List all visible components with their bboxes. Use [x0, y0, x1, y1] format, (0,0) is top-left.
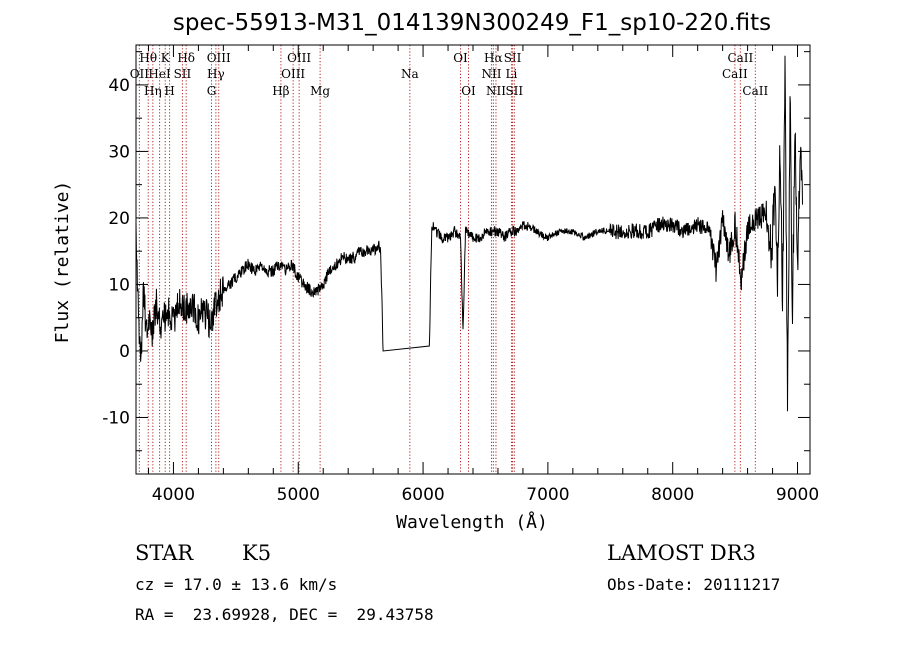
- chart-title: spec-55913-M31_014139N300249_F1_sp10-220…: [173, 10, 771, 36]
- spectral-line-label: OI: [453, 51, 468, 65]
- flux-line: [135, 55, 803, 412]
- y-tick-label: 20: [108, 209, 130, 229]
- spectral-line-label: Li: [506, 67, 518, 81]
- coordinates-text: RA = 23.69928, DEC = 29.43758: [135, 605, 434, 624]
- spectral-line-label: OIII: [287, 51, 311, 65]
- spectral-line-label: CaII: [727, 51, 753, 65]
- spectral-line-label: K: [161, 51, 171, 65]
- spectral-line-label: G: [207, 84, 217, 98]
- spectral-line-label: SII: [504, 51, 522, 65]
- x-tick-label: 5000: [277, 485, 320, 505]
- object-class: STAR: [135, 541, 194, 565]
- y-tick-label: 30: [108, 142, 130, 162]
- spectral-line-label: Na: [401, 67, 419, 81]
- y-tick-label: 0: [119, 342, 130, 362]
- flux-series: [135, 55, 803, 412]
- spectral-line-label: OIII: [281, 67, 305, 81]
- observation-date: Obs-Date: 20111217: [607, 575, 781, 594]
- spectral-line-label: Hθ: [139, 51, 157, 65]
- x-tick-label: 8000: [651, 485, 694, 505]
- spectral-line-label: Mg: [310, 84, 330, 98]
- spectral-line-label: HeI: [148, 67, 171, 81]
- y-tick-label: -10: [102, 408, 130, 428]
- spectral-line-label: Hα: [484, 51, 503, 65]
- spectral-line-label: NII: [481, 67, 501, 81]
- spectral-line-label: CaII: [742, 84, 768, 98]
- axes: 4000 5000 6000 7000 8000 9000 -10 0 10 20 30 40: [102, 45, 819, 505]
- y-axis-label: Flux (relative): [52, 181, 73, 344]
- spectral-line-label: CaII: [722, 67, 748, 81]
- x-tick-label: 9000: [776, 485, 819, 505]
- spectral-line-markers: Hθ OII Hη HeI K H Hδ SII OIII Hγ G OIII OIII Hβ Mg Na OI…: [130, 45, 768, 474]
- redshift-text: cz = 17.0 ± 13.6 km/s: [135, 575, 338, 594]
- plot-frame: [135, 44, 811, 475]
- x-tick-label: 7000: [526, 485, 569, 505]
- x-tick-label: 6000: [401, 485, 444, 505]
- spectral-line-label: Hη: [144, 84, 162, 98]
- object-subclass: K5: [242, 541, 272, 565]
- x-axis-label: Wavelength (Å): [396, 511, 548, 533]
- survey-release: LAMOST DR3: [607, 541, 756, 565]
- spectral-line-label: OII: [130, 67, 150, 81]
- spectral-line-label: OIII: [207, 51, 231, 65]
- x-tick-label: 4000: [152, 485, 195, 505]
- y-tick-label: 40: [108, 76, 130, 96]
- spectral-line-label: Hδ: [177, 51, 195, 65]
- spectral-line-label: Hβ: [272, 84, 289, 98]
- spectral-line-label: H: [164, 84, 174, 98]
- spectral-line-label: SII: [505, 84, 523, 98]
- spectral-line-label: NII: [486, 84, 506, 98]
- y-tick-label: 10: [108, 275, 130, 295]
- spectral-line-label: SII: [174, 67, 192, 81]
- spectral-line-label: Hγ: [207, 67, 225, 81]
- spectral-line-label: OI: [461, 84, 476, 98]
